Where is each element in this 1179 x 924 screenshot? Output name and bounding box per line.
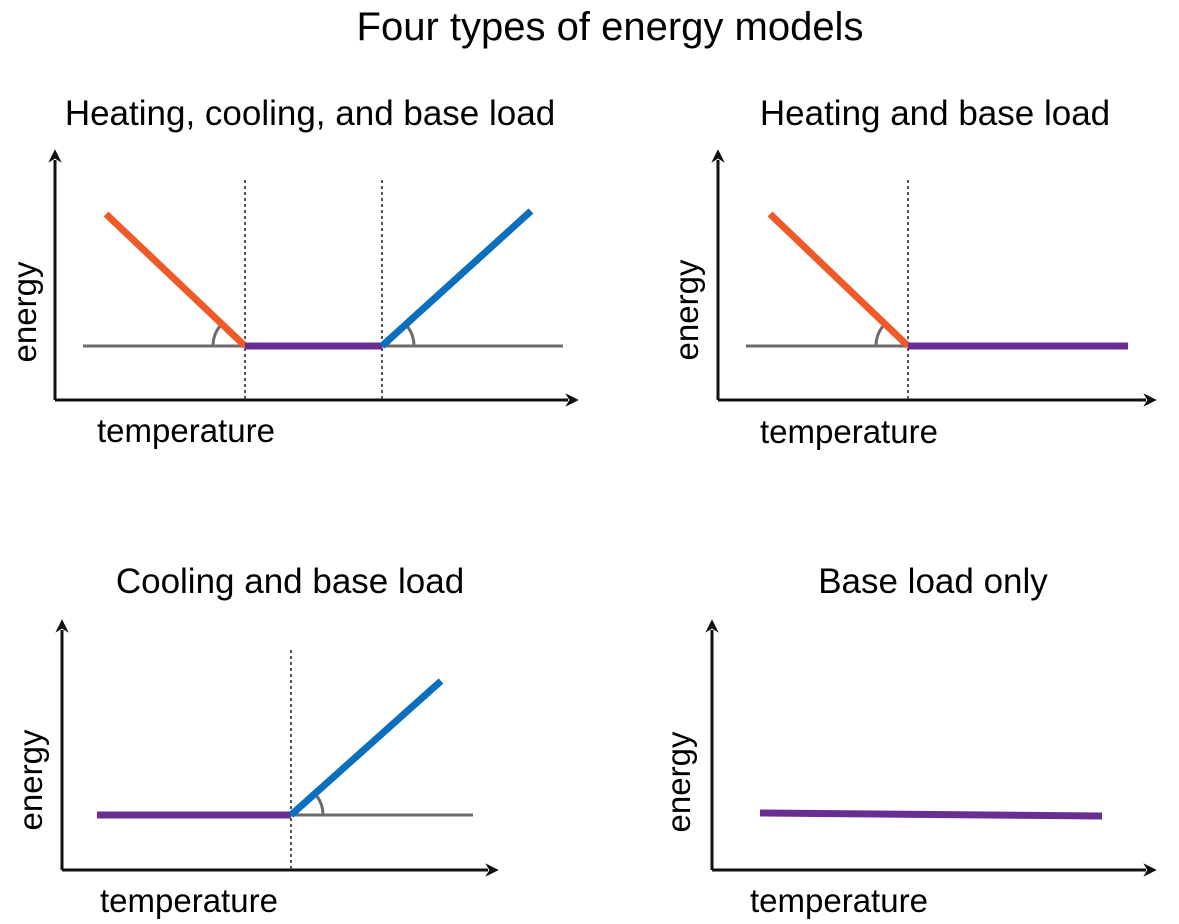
- panel-base-only: Base load only energy temperature: [660, 562, 1157, 919]
- x-axis-label: temperature: [760, 413, 938, 450]
- cooling-slope-line: [288, 678, 444, 818]
- heating-slope-line: [103, 211, 248, 349]
- panel-title: Heating, cooling, and base load: [65, 94, 555, 133]
- x-axis-label: temperature: [100, 882, 278, 919]
- cooling-slope-line: [379, 208, 534, 349]
- panel-title: Heating and base load: [760, 94, 1110, 133]
- y-axis-label: energy: [12, 729, 49, 830]
- panel-heating-cooling-base: Heating, cooling, and base load energy t…: [6, 94, 579, 449]
- figure-title: Four types of energy models: [357, 5, 864, 49]
- x-axis-label: temperature: [750, 882, 928, 919]
- y-axis-label: energy: [6, 261, 43, 362]
- panel-heating-base: Heating and base load energy temperature: [668, 94, 1157, 450]
- y-axis-label: energy: [660, 731, 697, 832]
- heating-slope-line: [767, 211, 911, 349]
- panel-cooling-base: Cooling and base load energy temperature: [12, 562, 499, 919]
- x-axis-label: temperature: [97, 412, 275, 449]
- panel-title: Cooling and base load: [116, 562, 464, 601]
- base-load-line: [759, 809, 1103, 820]
- y-axis-label: energy: [668, 259, 705, 360]
- panel-title: Base load only: [818, 562, 1048, 601]
